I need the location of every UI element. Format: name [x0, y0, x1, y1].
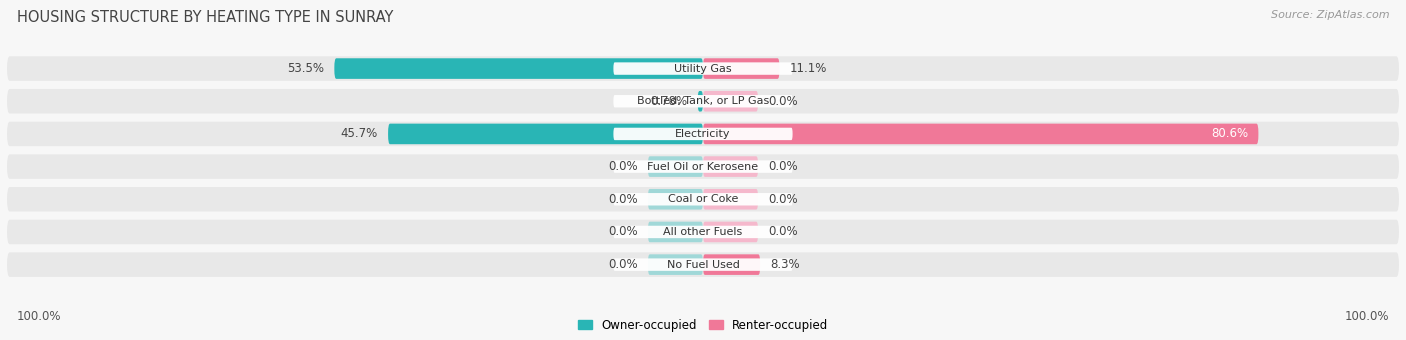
- FancyBboxPatch shape: [7, 220, 1399, 244]
- Text: 8.3%: 8.3%: [770, 258, 800, 271]
- Legend: Owner-occupied, Renter-occupied: Owner-occupied, Renter-occupied: [578, 319, 828, 332]
- Text: Source: ZipAtlas.com: Source: ZipAtlas.com: [1271, 10, 1389, 20]
- FancyBboxPatch shape: [648, 189, 703, 209]
- FancyBboxPatch shape: [703, 124, 1258, 144]
- Text: No Fuel Used: No Fuel Used: [666, 260, 740, 270]
- FancyBboxPatch shape: [613, 95, 793, 107]
- Text: Utility Gas: Utility Gas: [675, 64, 731, 73]
- FancyBboxPatch shape: [388, 124, 703, 144]
- FancyBboxPatch shape: [613, 160, 793, 173]
- Text: HOUSING STRUCTURE BY HEATING TYPE IN SUNRAY: HOUSING STRUCTURE BY HEATING TYPE IN SUN…: [17, 10, 394, 25]
- FancyBboxPatch shape: [697, 91, 703, 112]
- Text: 80.6%: 80.6%: [1211, 128, 1249, 140]
- FancyBboxPatch shape: [703, 156, 758, 177]
- Text: 0.0%: 0.0%: [607, 193, 637, 206]
- FancyBboxPatch shape: [703, 58, 779, 79]
- Text: 0.0%: 0.0%: [769, 160, 799, 173]
- FancyBboxPatch shape: [703, 222, 758, 242]
- Text: 0.0%: 0.0%: [607, 160, 637, 173]
- Text: All other Fuels: All other Fuels: [664, 227, 742, 237]
- Text: Coal or Coke: Coal or Coke: [668, 194, 738, 204]
- Text: 100.0%: 100.0%: [17, 310, 62, 323]
- FancyBboxPatch shape: [613, 258, 793, 271]
- FancyBboxPatch shape: [7, 56, 1399, 81]
- FancyBboxPatch shape: [613, 62, 793, 75]
- Text: 11.1%: 11.1%: [790, 62, 827, 75]
- FancyBboxPatch shape: [613, 226, 793, 238]
- FancyBboxPatch shape: [648, 156, 703, 177]
- FancyBboxPatch shape: [703, 91, 758, 112]
- FancyBboxPatch shape: [703, 189, 758, 209]
- Text: 100.0%: 100.0%: [1344, 310, 1389, 323]
- FancyBboxPatch shape: [7, 89, 1399, 114]
- Text: 0.0%: 0.0%: [769, 193, 799, 206]
- Text: Fuel Oil or Kerosene: Fuel Oil or Kerosene: [647, 162, 759, 172]
- Text: 0.0%: 0.0%: [769, 225, 799, 238]
- FancyBboxPatch shape: [703, 254, 761, 275]
- FancyBboxPatch shape: [7, 187, 1399, 211]
- Text: Electricity: Electricity: [675, 129, 731, 139]
- FancyBboxPatch shape: [7, 154, 1399, 179]
- FancyBboxPatch shape: [613, 128, 793, 140]
- FancyBboxPatch shape: [7, 122, 1399, 146]
- FancyBboxPatch shape: [648, 222, 703, 242]
- FancyBboxPatch shape: [648, 254, 703, 275]
- Text: 53.5%: 53.5%: [287, 62, 323, 75]
- FancyBboxPatch shape: [7, 252, 1399, 277]
- FancyBboxPatch shape: [613, 193, 793, 205]
- Text: Bottled, Tank, or LP Gas: Bottled, Tank, or LP Gas: [637, 96, 769, 106]
- FancyBboxPatch shape: [335, 58, 703, 79]
- Text: 0.0%: 0.0%: [607, 258, 637, 271]
- Text: 45.7%: 45.7%: [340, 128, 378, 140]
- Text: 0.78%: 0.78%: [650, 95, 688, 108]
- Text: 0.0%: 0.0%: [769, 95, 799, 108]
- Text: 0.0%: 0.0%: [607, 225, 637, 238]
